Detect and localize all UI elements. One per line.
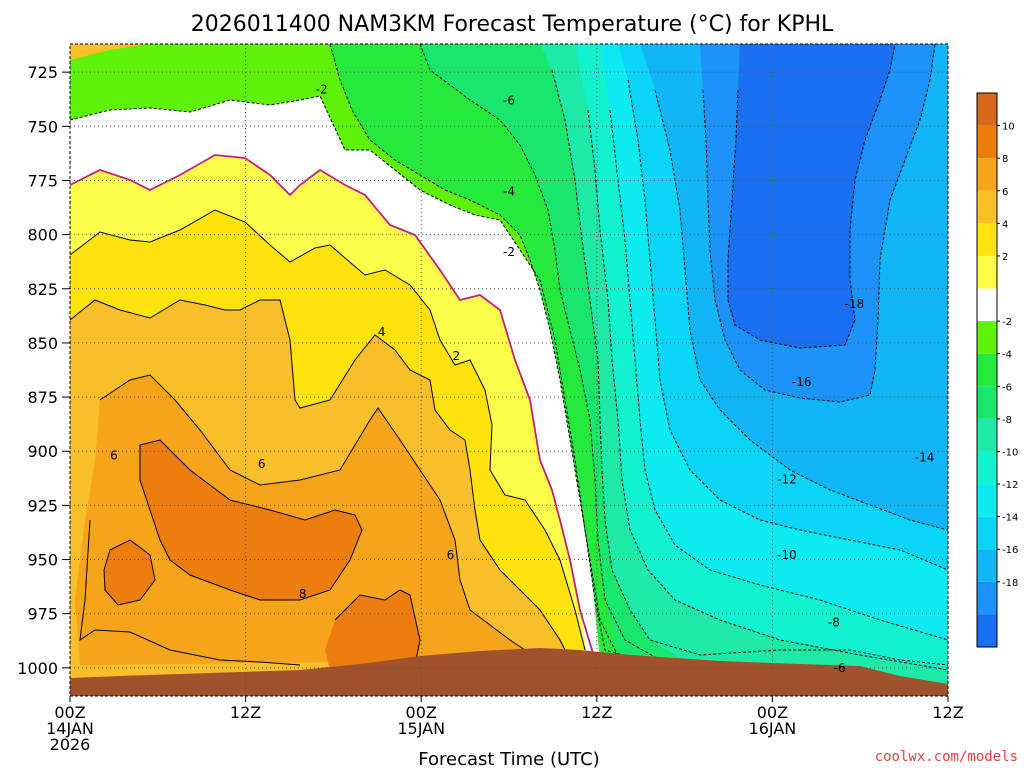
contour-label: -12	[777, 472, 797, 486]
contour-label: 4	[378, 325, 386, 339]
colorbar-swatch	[977, 93, 997, 126]
contour-m20	[727, 44, 896, 349]
contour-m4	[329, 44, 621, 661]
band-minus20	[728, 44, 895, 348]
colorbar-swatch	[977, 516, 997, 550]
colorbar-swatch	[977, 223, 997, 256]
contour-m2	[70, 95, 641, 661]
contour-label: -14	[915, 451, 935, 465]
colorbar-swatch	[977, 321, 997, 354]
colorbar-frame	[976, 92, 998, 648]
colorbar-swatch	[977, 581, 997, 615]
band-10-left	[104, 540, 155, 605]
y-tick-label: 1000	[17, 659, 58, 678]
y-tick-label: 900	[27, 442, 58, 461]
colorbar-swatch	[977, 451, 997, 485]
colorbar-swatch	[977, 125, 997, 159]
contour-m18	[702, 44, 936, 403]
y-tick-label: 800	[27, 226, 58, 245]
contour-m8	[551, 69, 948, 666]
colorbar-label: -12	[1002, 480, 1018, 491]
x-tick-label: 12Z	[230, 703, 261, 722]
colorbar-label: 2	[1002, 252, 1008, 263]
colorbar-label: -18	[1002, 578, 1018, 589]
contour-label: -18	[845, 297, 865, 311]
x-tick-label: 00Z	[406, 703, 437, 722]
colorbar-label: -16	[1002, 545, 1018, 556]
contour-label: 2	[452, 349, 460, 363]
contour-8-left	[103, 539, 156, 606]
colorbar-swatch	[977, 255, 997, 289]
colorbar-label: -10	[1002, 447, 1018, 458]
x-tick-label: 2026	[50, 735, 91, 754]
contour-8-bottom	[334, 589, 421, 666]
y-tick-label: 775	[27, 171, 58, 190]
colorbar-label: 10	[1002, 122, 1015, 133]
contour-label: -4	[503, 184, 515, 198]
y-tick-label: 950	[27, 551, 58, 570]
contour-2	[70, 299, 571, 661]
colorbar-swatch	[977, 484, 997, 517]
colorbar-label: -2	[1002, 317, 1012, 328]
x-tick-label: 16JAN	[749, 719, 797, 738]
colorbar-label: -8	[1002, 415, 1012, 426]
contour-label: 6	[258, 457, 266, 471]
colorbar-label: 6	[1002, 187, 1008, 198]
colorbar-label: 4	[1002, 219, 1008, 230]
contour-label: -8	[828, 615, 840, 629]
contour-m14	[627, 79, 948, 571]
contour-label: 6	[110, 449, 118, 463]
x-axis-title: Forecast Time (UTC)	[418, 749, 599, 768]
colorbar-swatch	[977, 614, 997, 647]
colorbar-swatch	[977, 190, 997, 224]
colorbar-swatch	[977, 418, 997, 452]
x-tick-label: 00Z	[54, 703, 85, 722]
credit-text[interactable]: coolwx.com/models	[875, 749, 1018, 765]
contour-label: -2	[316, 82, 328, 96]
contour-4	[70, 209, 586, 651]
x-tick-label: 00Z	[757, 703, 788, 722]
x-tick-label: 12Z	[932, 703, 963, 722]
contour-label: 6	[447, 548, 455, 562]
y-tick-label: 925	[27, 496, 58, 515]
contour-6	[99, 374, 541, 661]
y-tick-label: 975	[27, 605, 58, 624]
contour-label: -10	[777, 548, 797, 562]
y-tick-label: 875	[27, 388, 58, 407]
contour-label: -6	[503, 93, 515, 107]
y-tick-label: 825	[27, 280, 58, 299]
terrain	[70, 648, 948, 696]
x-tick-label: 14JAN	[46, 719, 94, 738]
contour-label: 8	[299, 587, 307, 601]
colorbar-label: 8	[1002, 154, 1008, 165]
colorbar-label: -4	[1002, 350, 1012, 361]
y-tick-label: 750	[27, 117, 58, 136]
contour-label: -6	[834, 661, 846, 675]
y-tick-label: 725	[27, 63, 58, 82]
chart-title: 2026011400 NAM3KM Forecast Temperature (…	[191, 12, 834, 37]
contour-m12	[609, 109, 948, 641]
colorbar: 10 8 6 4 2 -2 -4 -6 -8 -10 -12 -14 -16 -18	[976, 92, 1018, 648]
contour-label: -16	[792, 375, 812, 389]
band-10-bottom	[325, 590, 420, 670]
colorbar-label: -14	[1002, 513, 1018, 524]
contour-0	[70, 154, 596, 661]
y-tick-label: 850	[27, 334, 58, 353]
colorbar-swatch	[977, 158, 997, 191]
colorbar-swatch	[977, 353, 997, 387]
x-tick-label: 15JAN	[397, 719, 445, 738]
colorbar-swatch	[977, 288, 997, 322]
colorbar-swatch	[977, 386, 997, 419]
colorbar-label: -6	[1002, 382, 1012, 393]
colorbar-swatch	[977, 549, 997, 582]
x-tick-label: 12Z	[581, 703, 612, 722]
contour-8	[139, 439, 363, 601]
contour-label: -2	[503, 245, 515, 259]
contour-6-lower	[79, 519, 301, 666]
